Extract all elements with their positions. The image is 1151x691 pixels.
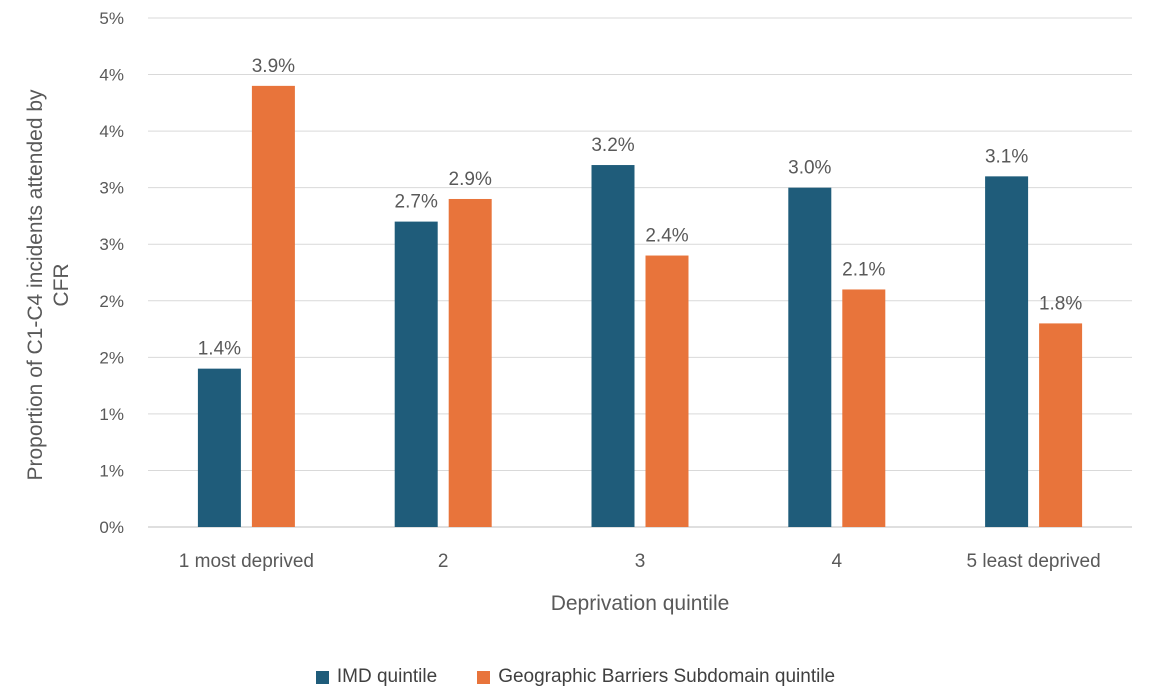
data-label: 1.4% [198,339,241,360]
y-tick-label: 4% [99,122,124,141]
data-label: 2.9% [449,169,492,190]
bar [842,289,886,527]
legend-item-imd: IMD quintile [315,666,438,688]
data-label: 2.7% [395,192,438,213]
y-tick-label: 1% [99,405,124,424]
bar [1039,323,1083,527]
gridlines [148,17,1132,528]
y-tick-label: 3% [99,179,124,198]
legend-swatch-geographic-barriers [477,670,491,684]
data-label: 1.8% [1039,293,1082,314]
x-tick-label: 4 [832,551,843,572]
bar [788,187,832,527]
y-tick-label: 1% [99,461,124,480]
data-labels: 1.4% 3.9% 2.7% 2.9% 3.2% 2.4% 3.0% 2.1% 3.1% 1.8% [198,56,1083,360]
data-label: 3.2% [591,135,634,156]
legend: IMD quintile Geographic Barriers Subdoma… [0,664,1151,690]
legend-label-imd: IMD quintile [336,666,438,687]
y-axis-tick-labels: 0% 1% 1% 2% 2% 3% 3% 4% 4% 5% [99,9,124,537]
y-tick-label: 2% [99,348,124,367]
data-label: 3.1% [985,146,1028,167]
y-tick-label: 4% [99,66,124,85]
x-tick-label: 5 least deprived [967,551,1101,572]
bar-chart: 0% 1% 1% 2% 2% 3% 3% 4% 4% 5% 1.4% 3.9% 2.7% 2.9% 3.2… [24,9,1132,615]
x-tick-label: 1 most deprived [179,551,314,572]
legend-item-geographic-barriers: Geographic Barriers Subdomain quintile [477,666,835,688]
y-axis-title: Proportion of C1-C4 incidents attended b… [24,89,73,481]
y-tick-label: 3% [99,235,124,254]
data-label: 3.0% [788,158,831,179]
y-axis-title-line-2: CFR [50,263,73,306]
x-tick-label: 2 [438,551,449,572]
legend-swatch-imd [315,670,329,684]
y-tick-label: 0% [99,518,124,537]
legend-label-geographic-barriers: Geographic Barriers Subdomain quintile [498,666,836,687]
data-label: 2.1% [842,259,885,280]
data-label: 2.4% [645,226,688,247]
bar [448,198,492,527]
bar [251,85,295,527]
bars [197,85,1083,528]
y-axis-title-line-1: Proportion of C1-C4 incidents attended b… [24,89,47,481]
y-tick-label: 2% [99,292,124,311]
x-axis-title: Deprivation quintile [551,592,730,615]
bar [985,176,1029,527]
x-axis-category-labels: 1 most deprived 2 3 4 5 least deprived [179,551,1101,572]
y-tick-label: 5% [99,9,124,28]
bar [394,221,438,527]
x-tick-label: 3 [635,551,646,572]
bar [197,368,241,527]
data-label: 3.9% [252,56,295,77]
bar [591,165,635,528]
bar [645,255,689,528]
